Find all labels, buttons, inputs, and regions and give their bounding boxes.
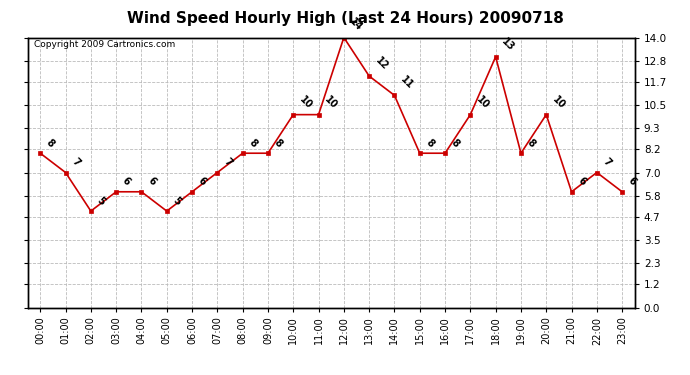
- Text: 8: 8: [449, 137, 461, 149]
- Text: 5: 5: [95, 195, 107, 207]
- Text: 10: 10: [323, 94, 339, 111]
- Text: 6: 6: [196, 176, 208, 188]
- Text: 8: 8: [525, 137, 537, 149]
- Text: 8: 8: [424, 137, 436, 149]
- Text: Wind Speed Hourly High (Last 24 Hours) 20090718: Wind Speed Hourly High (Last 24 Hours) 2…: [126, 11, 564, 26]
- Text: 13: 13: [500, 36, 516, 52]
- Text: 6: 6: [575, 176, 588, 188]
- Text: 8: 8: [44, 137, 57, 149]
- Text: 7: 7: [601, 156, 613, 168]
- Text: 6: 6: [120, 176, 132, 188]
- Text: 8: 8: [272, 137, 284, 149]
- Text: 10: 10: [551, 94, 567, 111]
- Text: 14: 14: [348, 17, 364, 33]
- Text: 6: 6: [146, 176, 157, 188]
- Text: 8: 8: [247, 137, 259, 149]
- Text: 10: 10: [297, 94, 314, 111]
- Text: 6: 6: [627, 176, 638, 188]
- Text: 5: 5: [171, 195, 183, 207]
- Text: Copyright 2009 Cartronics.com: Copyright 2009 Cartronics.com: [34, 40, 175, 49]
- Text: 12: 12: [373, 55, 390, 72]
- Text: 10: 10: [475, 94, 491, 111]
- Text: 11: 11: [399, 75, 415, 91]
- Text: 7: 7: [221, 156, 233, 168]
- Text: 7: 7: [70, 156, 81, 168]
